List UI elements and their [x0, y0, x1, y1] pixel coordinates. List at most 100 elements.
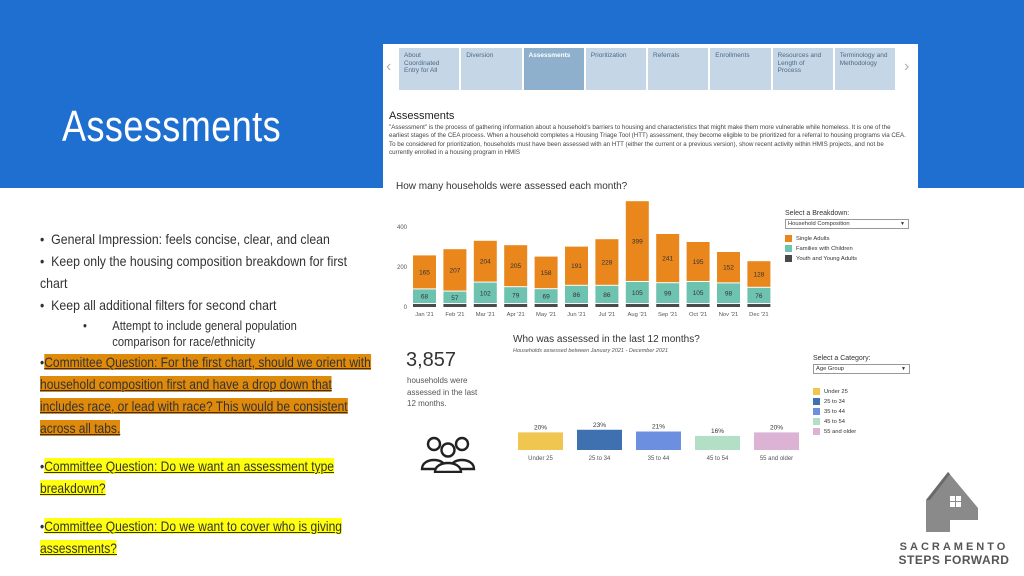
bar-youth-and-young-adults	[656, 304, 680, 307]
bar-single-adults	[473, 240, 497, 282]
chart1-question: How many households were assessed each m…	[396, 181, 628, 192]
dashboard-description: "Assessment" is the process of gathering…	[389, 124, 906, 157]
data-label: 76	[755, 293, 763, 300]
breakdown-legend-swatch	[785, 245, 792, 252]
data-label: 68	[421, 294, 429, 301]
data-label: 102	[480, 290, 491, 297]
breakdown-legend-swatch	[785, 255, 792, 262]
data-label: 69	[542, 294, 550, 301]
breakdown-legend-label: Families with Children	[796, 245, 853, 252]
dashboard-panel-lower	[383, 194, 918, 474]
category-legend-label: 35 to 44	[824, 408, 845, 415]
tab-about[interactable]: About Coordinated Entry for All	[399, 48, 460, 90]
data-label: 105	[693, 290, 704, 297]
bar-single-adults	[625, 201, 649, 281]
bar-under-25	[518, 432, 563, 450]
bar-35-to-44	[636, 431, 681, 450]
house-logo-icon	[926, 472, 978, 532]
breakdown-select-value: Household Composition	[788, 221, 850, 227]
age-group-chart: 20% Under 25 23% 25 to 34 21% 35 to 44 16% 45 t…	[518, 422, 799, 462]
bar-families-with-children	[413, 289, 436, 303]
category-legend-swatch	[813, 408, 820, 415]
chart2-subtitle: Households assessed between January 2021…	[513, 348, 669, 354]
x-tick-label: 25 to 34	[589, 456, 611, 462]
bar-youth-and-young-adults	[504, 304, 528, 307]
tab-prioritization[interactable]: Prioritization	[585, 48, 646, 90]
people-icon	[420, 436, 476, 473]
tab-enrollments[interactable]: Enrollments	[710, 48, 771, 90]
data-label: 207	[449, 267, 460, 274]
prev-arrow-icon[interactable]: ‹	[386, 58, 392, 75]
x-tick-label: Sep '21	[658, 312, 677, 318]
slide-title: Assessments	[62, 102, 282, 151]
data-label: 195	[693, 259, 704, 266]
tab-diversion[interactable]: Diversion	[461, 48, 522, 90]
bar-youth-and-young-adults	[413, 304, 436, 307]
tab-terminology[interactable]: Terminology and Methodology	[834, 48, 895, 90]
logo-text: SACRAMENTO STEPS FORWARD	[898, 541, 1010, 567]
x-tick-label: Oct '21	[689, 312, 707, 318]
category-legend-swatch	[813, 418, 820, 425]
category-legend-item[interactable]: 35 to 44	[813, 408, 913, 415]
x-tick-label: Jun '21	[567, 312, 586, 318]
x-tick-label: Under 25	[528, 456, 553, 462]
chevron-down-icon: ▼	[900, 221, 905, 227]
bar-youth-and-young-adults	[595, 304, 619, 307]
x-tick-label: Jan '21	[415, 312, 434, 318]
category-legend-item[interactable]: 55 and older	[813, 428, 913, 435]
data-label: 57	[451, 295, 459, 302]
bar-families-with-children	[504, 287, 528, 303]
next-arrow-icon[interactable]: ›	[904, 58, 910, 75]
category-legend-label: Under 25	[824, 388, 848, 395]
data-label: 86	[603, 292, 611, 299]
breakdown-legend-item[interactable]: Families with Children	[785, 245, 915, 252]
committee-question-3: •Committee Question: Do we want to cover…	[40, 518, 343, 556]
data-label: 165	[419, 269, 430, 276]
tab-resources[interactable]: Resources and Length of Process	[772, 48, 833, 90]
sub-bullet: • Attempt to include general population	[83, 318, 297, 333]
data-label: 86	[573, 292, 581, 299]
total-households-number: 3,857	[406, 349, 457, 371]
data-label: 241	[662, 256, 673, 263]
category-legend-swatch	[813, 398, 820, 405]
breakdown-legend-item[interactable]: Youth and Young Adults	[785, 255, 915, 262]
total-households-desc: households were assessed in the last 12 …	[407, 376, 478, 408]
tab-assessments[interactable]: Assessments	[523, 48, 584, 90]
x-tick-label: May '21	[536, 312, 556, 318]
category-legend-item[interactable]: 45 to 54	[813, 418, 913, 425]
bar-single-adults	[534, 256, 558, 289]
bar-single-adults	[656, 234, 680, 283]
bar-single-adults	[686, 242, 710, 281]
y-tick-label: 400	[397, 225, 408, 231]
bar-families-with-children	[717, 283, 740, 303]
committee-question-1: •Committee Question: For the first chart…	[40, 354, 371, 436]
category-select[interactable]: Age Group ▼	[813, 364, 910, 374]
bar-youth-and-young-adults	[747, 304, 771, 307]
bar-single-adults	[413, 255, 436, 289]
x-tick-label: Nov '21	[719, 312, 738, 318]
data-label: 98	[725, 291, 733, 298]
bar-families-with-children	[625, 282, 649, 303]
breakdown-legend-item[interactable]: Single Adults	[785, 235, 915, 242]
data-label: 105	[632, 290, 643, 297]
data-label: 20%	[534, 424, 547, 431]
bullet-item: • General Impression: feels concise, cle…	[40, 231, 330, 247]
x-tick-label: Mar '21	[476, 312, 495, 318]
x-tick-label: Apr '21	[507, 312, 525, 318]
tab-referrals[interactable]: Referrals	[648, 48, 709, 90]
category-legend-item[interactable]: 25 to 34	[813, 398, 913, 405]
data-label: 191	[571, 263, 582, 270]
data-label: 20%	[770, 424, 783, 431]
bar-single-adults	[717, 252, 740, 283]
category-legend-swatch	[813, 388, 820, 395]
bar-youth-and-young-adults	[473, 304, 497, 307]
bar-single-adults	[595, 239, 619, 285]
data-label: 399	[632, 239, 643, 246]
category-legend: Select a Category: Age Group ▼ Under 25 2…	[813, 355, 913, 435]
breakdown-select[interactable]: Household Composition ▼	[785, 219, 909, 229]
category-legend-item[interactable]: Under 25	[813, 388, 913, 395]
bar-55-and-older	[754, 432, 799, 450]
bar-youth-and-young-adults	[443, 304, 467, 307]
bar-families-with-children	[534, 289, 558, 303]
bar-youth-and-young-adults	[686, 304, 710, 307]
